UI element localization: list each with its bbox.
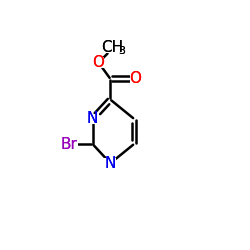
Text: Br: Br xyxy=(60,136,77,152)
Text: O: O xyxy=(92,55,104,70)
Bar xyxy=(103,42,124,53)
Text: 3: 3 xyxy=(118,46,125,56)
Text: Br: Br xyxy=(60,136,77,152)
Text: N: N xyxy=(105,156,116,171)
Text: O: O xyxy=(130,71,141,86)
Bar xyxy=(104,158,116,168)
Bar xyxy=(87,114,99,124)
Text: CH: CH xyxy=(101,40,123,55)
Text: CH: CH xyxy=(101,40,123,55)
Text: 3: 3 xyxy=(118,46,125,56)
Bar xyxy=(92,58,104,68)
Text: N: N xyxy=(87,111,98,126)
Bar xyxy=(130,74,141,84)
Text: N: N xyxy=(87,111,98,126)
Text: N: N xyxy=(105,156,116,171)
Bar xyxy=(60,139,78,149)
Text: O: O xyxy=(92,55,104,70)
Text: O: O xyxy=(130,71,141,86)
